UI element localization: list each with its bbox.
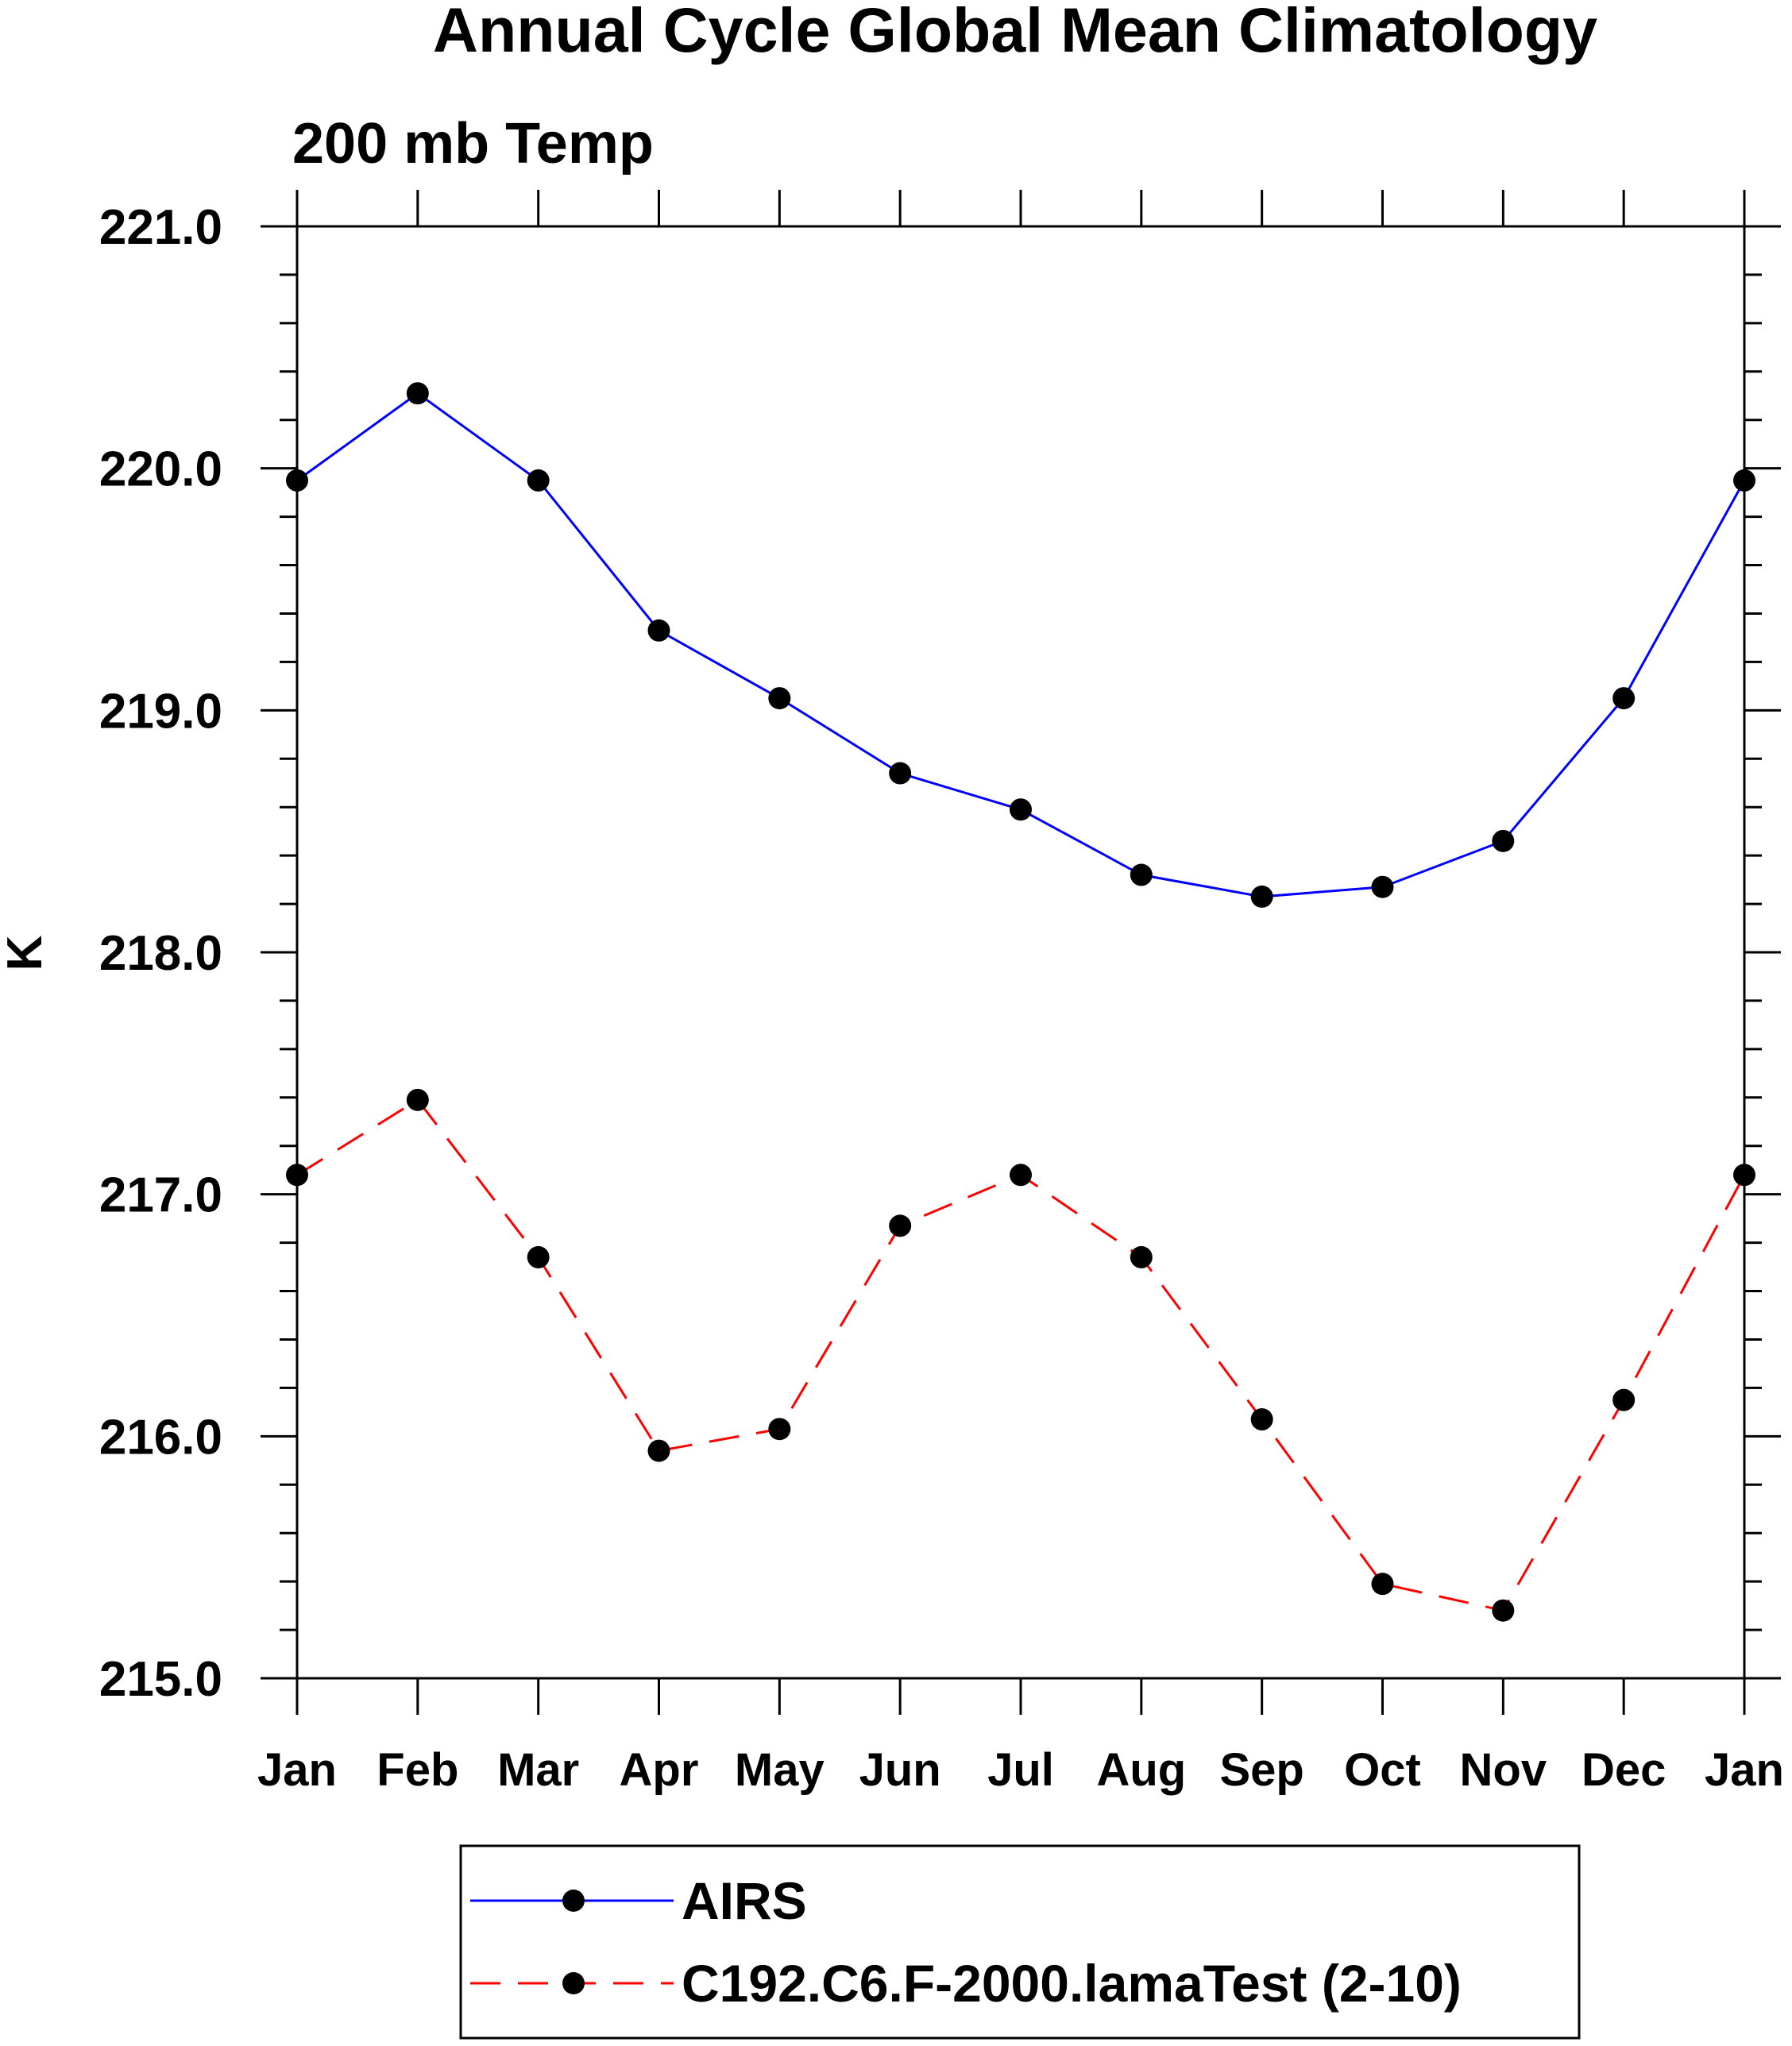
legend-entries: AIRS C192.C6.F-2000.lamaTest (2-10)	[470, 1871, 1462, 2013]
x-tick-label: Jul	[987, 1744, 1054, 1796]
data-point-series-1	[406, 1088, 429, 1111]
y-axis-label: K	[0, 935, 52, 971]
data-point-series-0	[1492, 829, 1515, 852]
data-point-series-1	[286, 1164, 308, 1187]
data-point-series-0	[1250, 885, 1273, 908]
data-point-series-0	[1010, 798, 1032, 821]
data-point-series-1	[647, 1439, 670, 1462]
data-point-series-1	[1250, 1408, 1273, 1431]
data-point-series-1	[1733, 1164, 1755, 1187]
y-tick-label: 219.0	[99, 684, 222, 739]
legend-label-1: C192.C6.F-2000.lamaTest (2-10)	[682, 1954, 1462, 2013]
y-tick-label: 217.0	[99, 1168, 222, 1223]
data-point-series-1	[1371, 1573, 1394, 1596]
data-point-series-0	[527, 469, 550, 492]
data-point-series-1	[1612, 1388, 1636, 1411]
legend: AIRS C192.C6.F-2000.lamaTest (2-10)	[459, 1844, 1581, 2040]
series-layer	[286, 382, 1755, 1622]
x-tick-labels: Jan Feb Mar Apr May Jun Jul Aug Sep Oct Nov Dec Jan	[257, 1744, 1784, 1796]
chart-title: Annual Cycle Global Mean Climatology	[433, 0, 1597, 65]
x-tick-label: Apr	[620, 1744, 699, 1796]
y-tick-labels: 215.0 216.0 217.0 218.0 219.0 220.0 221.0	[99, 200, 222, 1707]
x-tick-label: Jan	[257, 1744, 337, 1796]
x-tick-label: Sep	[1219, 1744, 1303, 1796]
data-point-series-0	[406, 382, 429, 405]
data-point-series-1	[527, 1245, 550, 1268]
data-point-series-1	[889, 1214, 912, 1237]
chart-subtitle: 200 mb Temp	[292, 112, 654, 176]
data-point-series-0	[768, 687, 791, 710]
x-tick-label: Feb	[377, 1744, 458, 1796]
x-tick-label: Oct	[1344, 1744, 1421, 1796]
axis-ticks	[261, 190, 1781, 1715]
legend-marker-0	[562, 1890, 585, 1912]
x-tick-label: May	[735, 1744, 825, 1796]
data-point-series-1	[1010, 1164, 1032, 1187]
x-tick-label: Dec	[1582, 1744, 1666, 1796]
y-tick-label: 221.0	[99, 200, 222, 255]
x-tick-label: Aug	[1096, 1744, 1186, 1796]
data-point-series-0	[1733, 469, 1755, 492]
legend-box	[459, 1844, 1581, 2040]
data-point-series-1	[768, 1418, 791, 1441]
data-point-series-0	[1130, 863, 1153, 886]
data-point-series-0	[647, 619, 670, 642]
data-point-series-0	[286, 469, 308, 492]
series-line-0	[296, 392, 1746, 898]
data-point-series-0	[889, 762, 912, 785]
x-tick-label: Jun	[859, 1744, 941, 1796]
plot-frame	[295, 225, 1746, 1680]
data-point-series-1	[1130, 1245, 1153, 1268]
x-tick-label: Mar	[497, 1744, 579, 1796]
data-point-series-0	[1371, 875, 1394, 898]
x-tick-label: Jan	[1705, 1744, 1784, 1796]
data-point-series-0	[1612, 687, 1636, 710]
data-point-series-1	[1492, 1599, 1515, 1622]
y-tick-label: 215.0	[99, 1652, 222, 1707]
legend-marker-1	[562, 1972, 585, 1994]
y-tick-label: 218.0	[99, 926, 222, 981]
legend-label-0: AIRS	[682, 1871, 807, 1930]
y-tick-label: 216.0	[99, 1410, 222, 1465]
y-tick-label: 220.0	[99, 442, 222, 497]
x-tick-label: Nov	[1460, 1744, 1547, 1796]
